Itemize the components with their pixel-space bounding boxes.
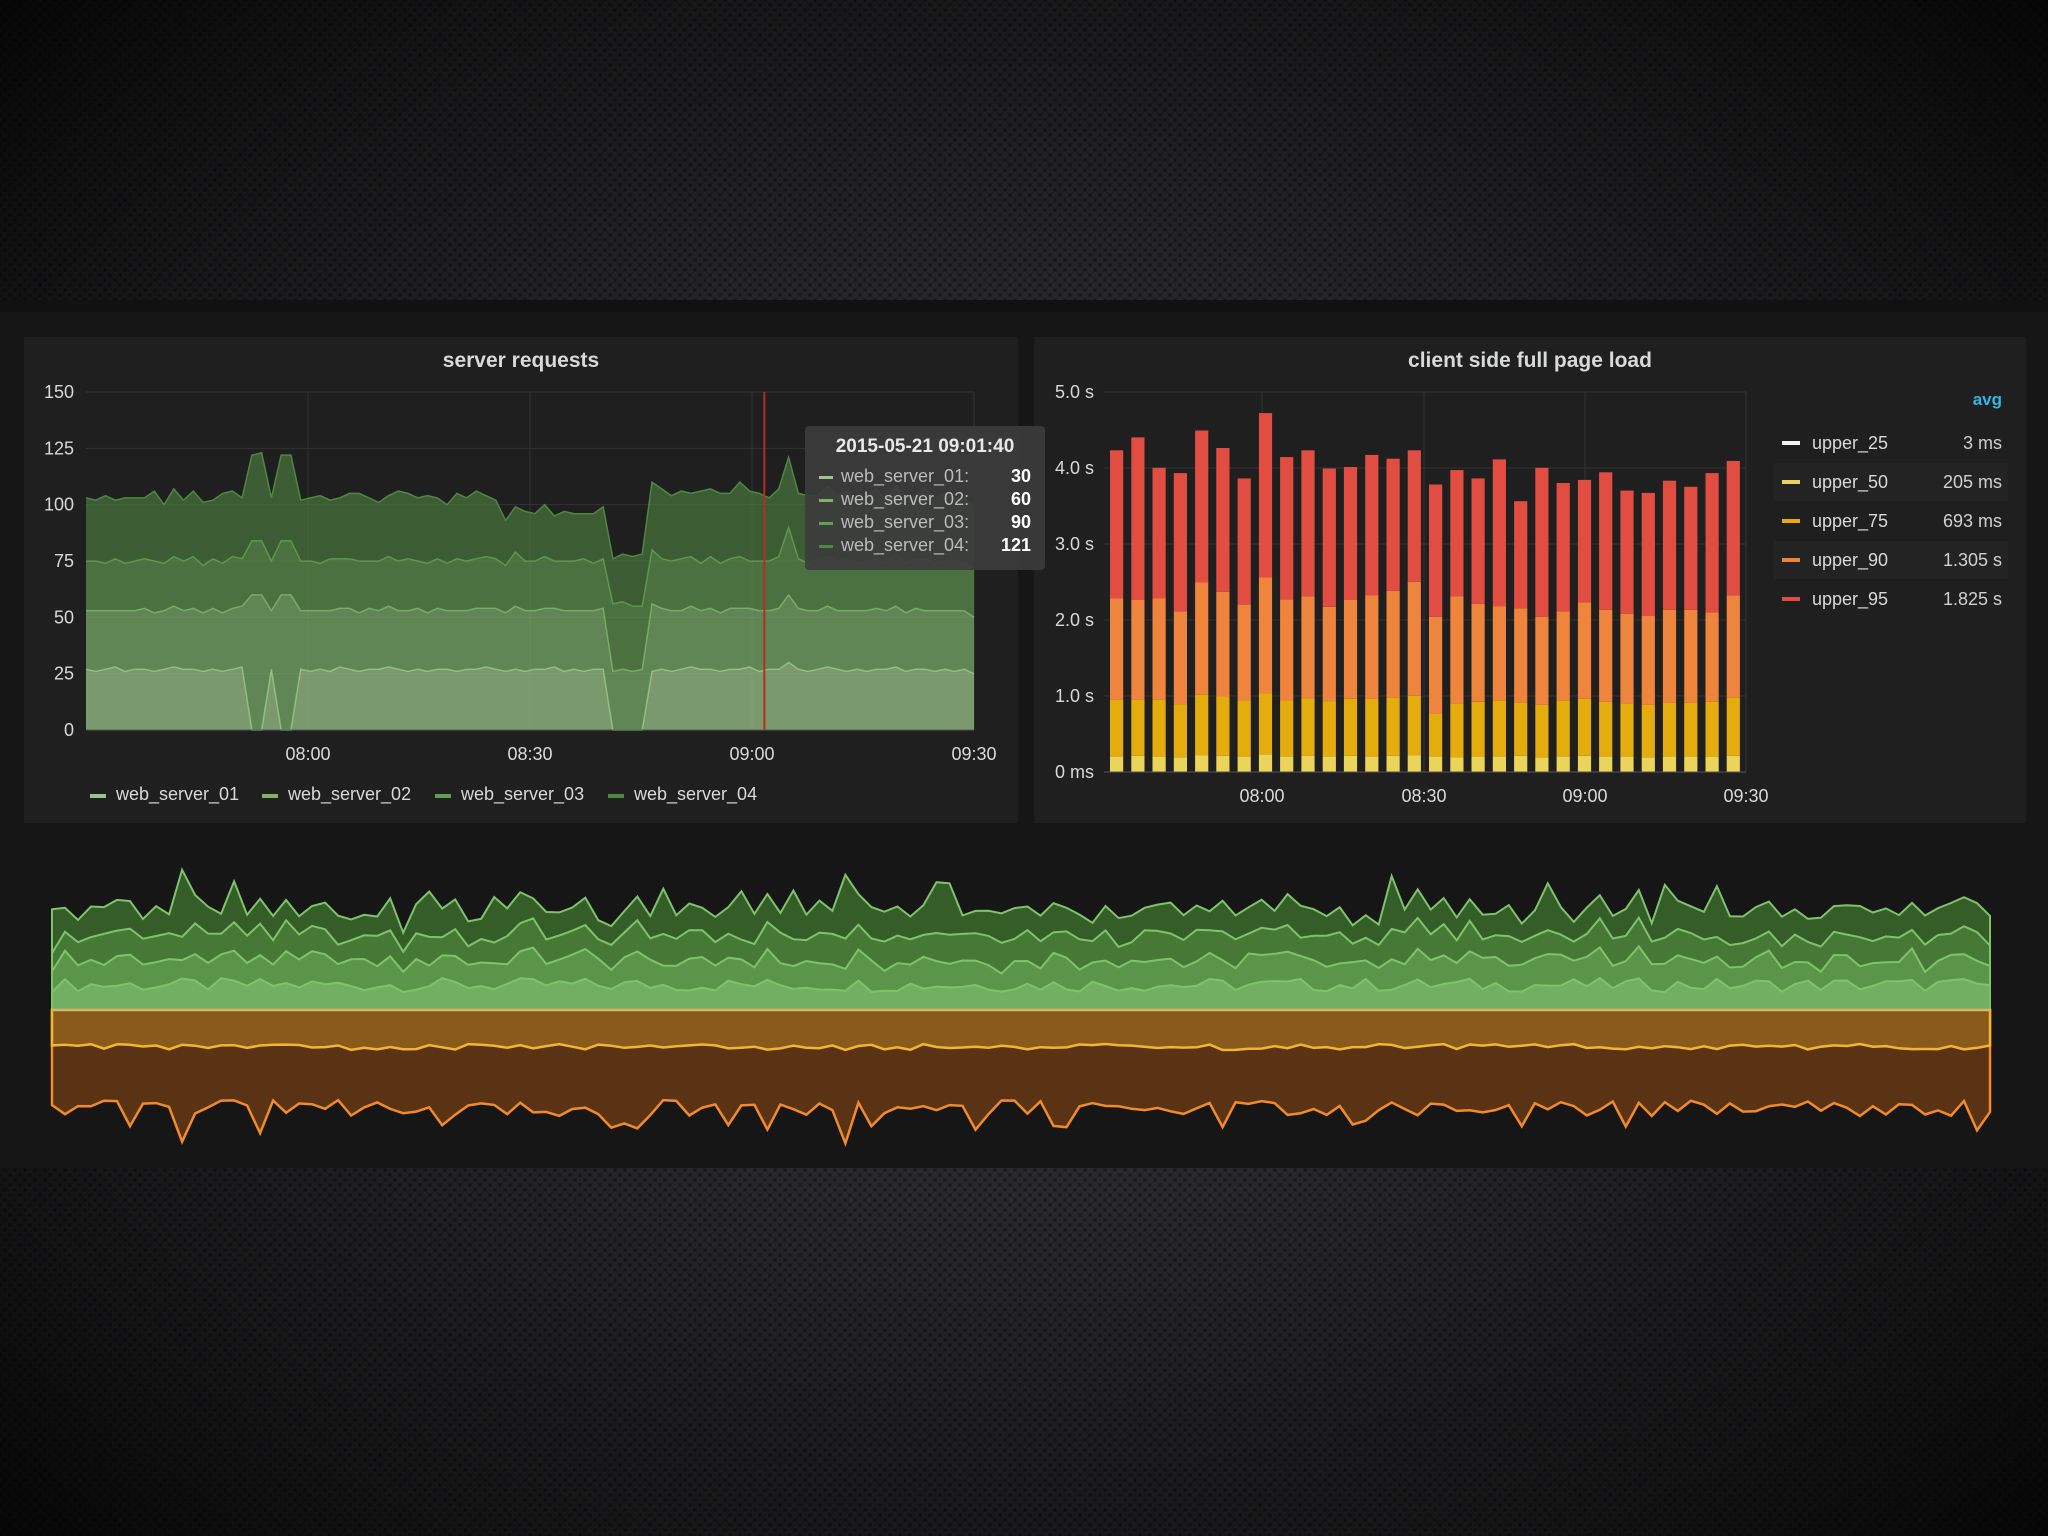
y-tick-label: 125 [44,438,74,458]
dashboard-top-bar [0,300,2048,312]
tooltip-row: web_server_02: 60 [819,489,1031,511]
legend-item[interactable]: upper_90 1.305 s [1774,541,2008,579]
hover-tooltip: 2015-05-21 09:01:40 web_server_01: 30 we… [805,426,1045,570]
area-web_server_03 [86,527,974,672]
legend-value: 693 ms [1942,511,2002,531]
y-tick-label: 25 [54,664,74,684]
panel-title[interactable]: server requests [442,349,600,372]
legend-item[interactable]: upper_25 3 ms [1774,424,2008,462]
tooltip-row: web_server_01: 30 [819,466,1031,488]
swatch-icon [1782,441,1800,445]
x-tick-label: 09:30 [951,744,996,764]
legend-label[interactable]: web_server_02 [288,784,412,804]
legend-label[interactable]: upper_90 [1812,550,1889,570]
wave-green-band [51,976,1991,1011]
tooltip-series-value: 60 [1010,489,1031,509]
legend-label[interactable]: upper_75 [1812,511,1889,531]
x-tick-label: 09:00 [729,744,774,764]
legend-label[interactable]: upper_95 [1812,589,1889,609]
panel-title[interactable]: client side full page load [1408,349,1652,372]
x-tick-label: 08:30 [507,744,552,764]
swatch-icon [1782,480,1800,484]
legend-value: 205 ms [1942,472,2002,492]
legend-value: 1.825 s [1942,589,2002,609]
legend-value: 3 ms [1962,433,2002,453]
legend-label[interactable]: web_server_01 [116,784,240,804]
swatch-icon [819,476,833,479]
legend-value: 1.305 s [1942,550,2002,570]
x-tick-label: 08:00 [285,744,330,764]
legend-label[interactable]: web_server_03 [461,784,585,804]
swatch-icon [1782,519,1800,523]
area-web_server_04 [86,452,974,607]
swatch-icon [608,794,624,798]
y-tick-label: 150 [44,382,74,402]
legend-label[interactable]: upper_25 [1812,433,1889,453]
swatch-icon [819,499,833,502]
decorative-waveform [50,867,1992,1148]
swatch-icon [1782,597,1800,601]
tooltip-series-name: web_server_03: [841,512,970,532]
tooltip-row: web_server_04: 121 [819,535,1031,557]
legend-item[interactable]: upper_95 1.825 s [1774,580,2008,618]
tooltip-row: web_server_03: 90 [819,512,1031,534]
legend-label[interactable]: web_server_04 [634,784,758,804]
tooltip-series-name: web_server_04: [841,535,970,555]
y-tick-label: 50 [54,607,74,627]
swatch-icon [1782,558,1800,562]
server-requests-chart[interactable]: 0 25 50 75 100 125 150 08:00 08:30 09:00 09:30 [0,0,1020,820]
area-web_server_01 [86,662,974,730]
legend-item[interactable]: upper_75 693 ms [1774,502,2008,540]
legend-item[interactable]: upper_50 205 ms [1774,463,2008,501]
swatch-icon [435,794,451,798]
y-tick-label: 100 [44,495,74,515]
legend-label[interactable]: upper_50 [1812,472,1889,492]
tooltip-series-name: web_server_01: [841,466,970,486]
wave-yellow-band [50,1008,1992,1052]
tooltip-series-value: 121 [1000,535,1031,555]
swatch-icon [90,794,106,798]
y-tick-label: 75 [54,551,74,571]
tooltip-series-value: 30 [1010,466,1031,486]
legend-header-avg[interactable]: avg [1972,390,2002,409]
y-tick-label: 0 [64,720,74,740]
swatch-icon [819,545,833,548]
tooltip-series-value: 90 [1010,512,1031,532]
area-web_server_02 [86,594,974,730]
tooltip-time: 2015-05-21 09:01:40 [835,436,1015,457]
swatch-icon [262,794,278,798]
swatch-icon [819,522,833,525]
tooltip-series-name: web_server_02: [841,489,970,509]
